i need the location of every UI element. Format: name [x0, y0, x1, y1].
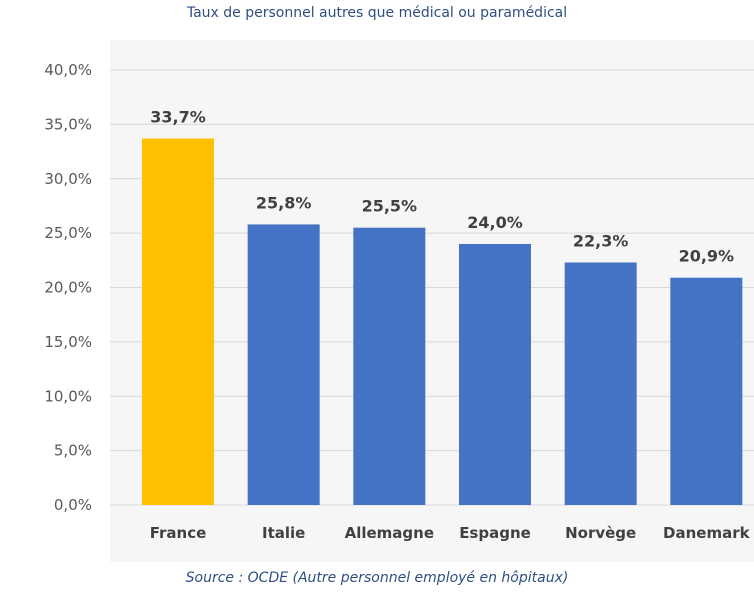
chart-title: Taux de personnel autres que médical ou … — [186, 5, 568, 21]
chart-source-note: Source : OCDE (Autre personnel employé e… — [185, 570, 569, 586]
bar — [564, 262, 637, 505]
data-label: 25,5% — [362, 197, 418, 216]
y-tick-label: 10,0% — [44, 387, 92, 405]
y-tick-label: 15,0% — [44, 333, 92, 351]
data-label: 33,7% — [150, 108, 206, 127]
y-tick-label: 20,0% — [44, 279, 92, 297]
x-category-label: France — [150, 524, 207, 542]
data-label: 24,0% — [467, 213, 523, 232]
bar — [353, 227, 426, 505]
bar — [670, 277, 743, 505]
y-tick-label: 0,0% — [54, 496, 92, 514]
x-category-label: Allemagne — [345, 524, 434, 542]
y-tick-label: 40,0% — [44, 61, 92, 79]
bar — [142, 138, 214, 505]
y-tick-label: 30,0% — [44, 170, 92, 188]
data-label: 20,9% — [679, 247, 735, 266]
plot-area-background — [110, 40, 754, 562]
y-tick-label: 5,0% — [54, 442, 92, 460]
data-label: 25,8% — [256, 193, 312, 212]
x-category-label: Danemark — [663, 524, 751, 542]
y-tick-label: 35,0% — [44, 115, 92, 133]
y-tick-label: 25,0% — [44, 224, 92, 242]
bar — [459, 244, 531, 505]
x-category-label: Espagne — [459, 524, 531, 542]
x-category-label: Norvège — [565, 524, 636, 542]
x-category-label: Italie — [262, 524, 305, 542]
bar — [247, 224, 320, 506]
data-label: 22,3% — [573, 231, 629, 250]
